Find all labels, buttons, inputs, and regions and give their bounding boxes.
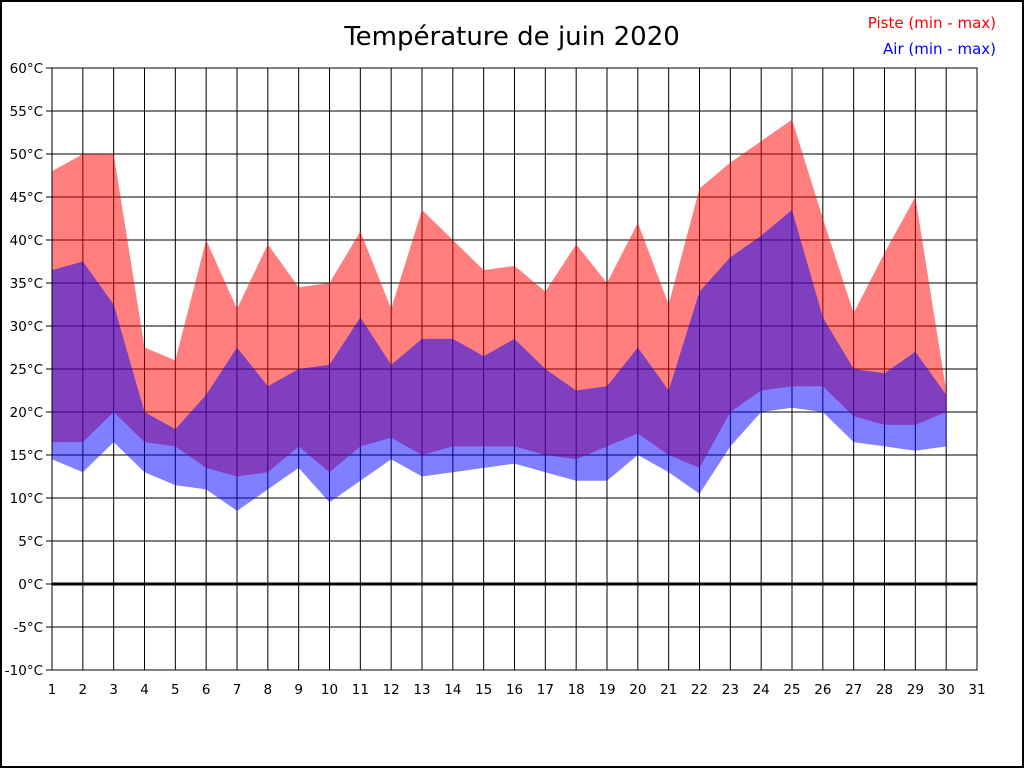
x-tick-label: 17 bbox=[537, 682, 554, 698]
y-tick-label: 20°C bbox=[10, 405, 43, 421]
x-tick-label: 5 bbox=[171, 682, 180, 698]
x-tick-label: 27 bbox=[845, 682, 862, 698]
x-tick-label: 13 bbox=[413, 682, 430, 698]
y-tick-label: 30°C bbox=[10, 319, 43, 335]
x-tick-label: 20 bbox=[629, 682, 646, 698]
y-tick-label: 5°C bbox=[18, 534, 43, 550]
x-tick-label: 18 bbox=[568, 682, 585, 698]
y-tick-label: 25°C bbox=[10, 362, 43, 378]
x-tick-label: 15 bbox=[475, 682, 492, 698]
x-tick-label: 31 bbox=[968, 682, 985, 698]
x-tick-label: 26 bbox=[814, 682, 831, 698]
x-tick-label: 14 bbox=[444, 682, 461, 698]
x-tick-label: 4 bbox=[140, 682, 149, 698]
x-tick-label: 16 bbox=[506, 682, 523, 698]
x-tick-label: 19 bbox=[598, 682, 615, 698]
y-tick-label: 0°C bbox=[18, 577, 43, 593]
x-tick-label: 28 bbox=[876, 682, 893, 698]
y-tick-label: 35°C bbox=[10, 276, 43, 292]
chart-legend: Piste (min - max) Air (min - max) bbox=[868, 10, 996, 62]
x-tick-label: 7 bbox=[233, 682, 242, 698]
x-tick-label: 29 bbox=[907, 682, 924, 698]
air-minmax-band bbox=[52, 209, 947, 511]
y-tick-label: 60°C bbox=[10, 61, 43, 77]
x-tick-label: 21 bbox=[660, 682, 677, 698]
y-tick-label: 15°C bbox=[10, 448, 43, 464]
x-tick-label: 25 bbox=[783, 682, 800, 698]
x-tick-label: 11 bbox=[352, 682, 369, 698]
y-tick-label: 55°C bbox=[10, 104, 43, 120]
y-tick-label: 10°C bbox=[10, 491, 43, 507]
x-tick-label: 30 bbox=[938, 682, 955, 698]
legend-item-piste: Piste (min - max) bbox=[867, 14, 996, 32]
y-tick-label: -10°C bbox=[5, 663, 43, 679]
x-tick-label: 1 bbox=[48, 682, 57, 698]
x-tick-label: 23 bbox=[722, 682, 739, 698]
x-tick-label: 6 bbox=[202, 682, 211, 698]
y-tick-label: 40°C bbox=[10, 233, 43, 249]
chart-title: Température de juin 2020 bbox=[344, 22, 680, 52]
x-tick-label: 9 bbox=[294, 682, 303, 698]
y-tick-label: 45°C bbox=[10, 190, 43, 206]
legend-item-air: Air (min - max) bbox=[883, 40, 996, 58]
x-tick-label: 3 bbox=[109, 682, 118, 698]
x-tick-label: 10 bbox=[321, 682, 338, 698]
x-tick-label: 2 bbox=[79, 682, 88, 698]
x-tick-label: 12 bbox=[383, 682, 400, 698]
y-tick-label: -5°C bbox=[13, 620, 43, 636]
x-tick-label: 22 bbox=[691, 682, 708, 698]
x-tick-label: 8 bbox=[264, 682, 273, 698]
x-tick-label: 24 bbox=[753, 682, 770, 698]
y-tick-label: 50°C bbox=[10, 147, 43, 163]
